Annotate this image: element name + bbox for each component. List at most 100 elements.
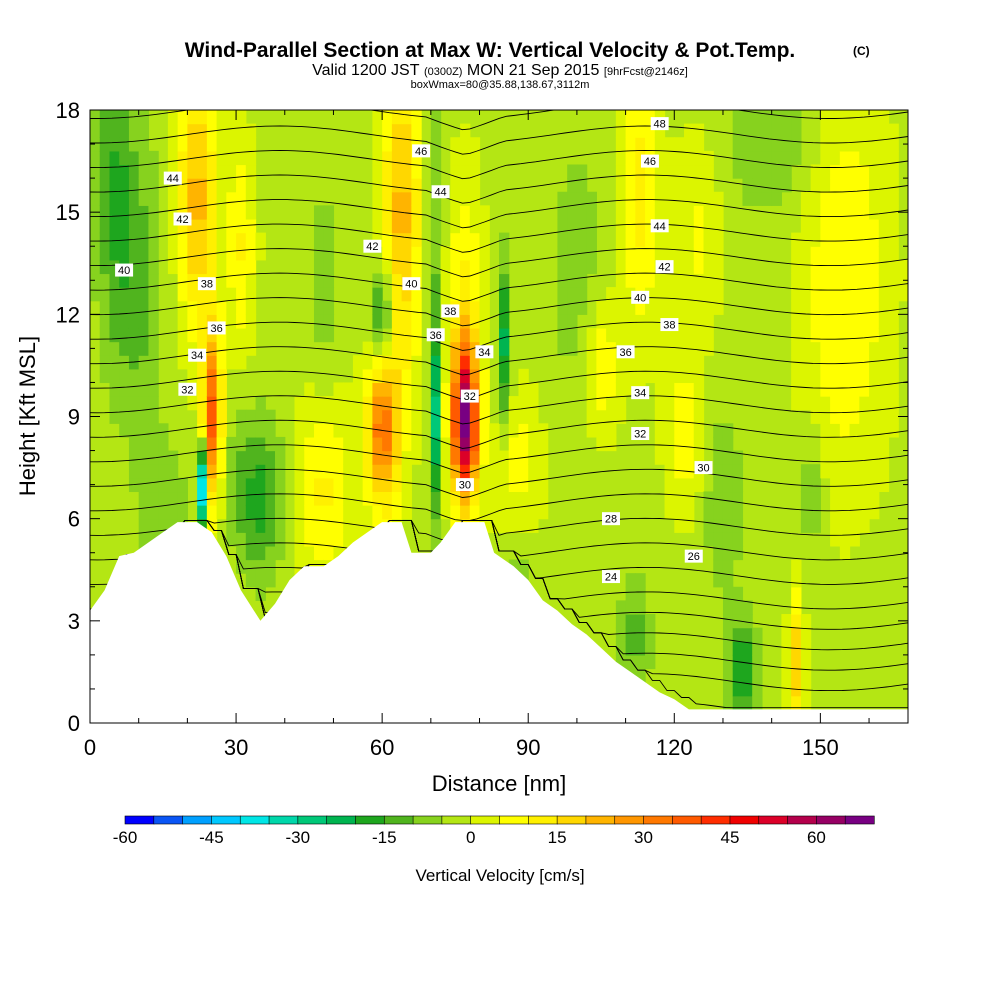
- velocity-cell: [177, 150, 188, 166]
- velocity-cell: [615, 259, 627, 275]
- velocity-cell: [372, 436, 383, 452]
- velocity-cell: [489, 423, 500, 438]
- velocity-cell: [800, 477, 812, 493]
- velocity-cell: [625, 205, 636, 220]
- velocity-cell: [138, 314, 150, 329]
- velocity-cell: [635, 341, 646, 356]
- velocity-cell: [693, 150, 705, 166]
- velocity-cell: [128, 273, 140, 288]
- velocity-cell: [810, 191, 821, 206]
- velocity-cell: [216, 341, 227, 356]
- velocity-cell: [625, 368, 636, 384]
- velocity-cell: [596, 423, 607, 438]
- velocity-cell: [615, 355, 627, 370]
- velocity-cell: [713, 491, 724, 506]
- velocity-cell: [245, 205, 257, 220]
- velocity-cell: [411, 191, 422, 206]
- velocity-cell: [830, 246, 841, 261]
- velocity-cell: [382, 314, 393, 329]
- velocity-cell: [372, 300, 383, 315]
- velocity-cell: [226, 110, 237, 125]
- velocity-cell: [742, 164, 753, 179]
- x-tick-label: 150: [802, 735, 839, 760]
- velocity-cell: [430, 436, 442, 452]
- velocity-cell: [810, 382, 821, 397]
- velocity-cell: [148, 314, 159, 329]
- velocity-cell: [752, 682, 763, 697]
- velocity-cell: [323, 327, 335, 343]
- velocity-cell: [382, 205, 393, 220]
- velocity-cell: [791, 246, 802, 261]
- velocity-cell: [216, 191, 227, 206]
- velocity-cell: [645, 641, 656, 656]
- velocity-cell: [684, 205, 695, 220]
- x-tick-label: 60: [370, 735, 394, 760]
- velocity-cell: [537, 450, 549, 465]
- velocity-cell: [508, 505, 520, 520]
- velocity-cell: [820, 164, 831, 179]
- velocity-cell: [869, 205, 880, 220]
- velocity-cell: [878, 327, 890, 343]
- velocity-cell: [167, 205, 179, 220]
- velocity-cell: [148, 341, 159, 356]
- velocity-cell: [450, 259, 461, 275]
- velocity-cell: [479, 382, 490, 397]
- velocity-cell: [138, 341, 150, 356]
- velocity-cell: [606, 396, 617, 411]
- velocity-cell: [177, 300, 188, 315]
- x-tick-label: 0: [84, 735, 96, 760]
- velocity-cell: [138, 123, 150, 138]
- velocity-cell: [537, 505, 549, 520]
- velocity-cell: [236, 246, 247, 261]
- velocity-cell: [761, 150, 773, 166]
- velocity-cell: [245, 218, 257, 234]
- velocity-cell: [664, 409, 675, 424]
- velocity-cell: [460, 300, 471, 315]
- velocity-cell: [187, 287, 198, 302]
- velocity-cell: [119, 382, 130, 397]
- velocity-cell: [197, 436, 208, 452]
- velocity-cell: [761, 164, 773, 179]
- velocity-cell: [713, 450, 724, 465]
- velocity-cell: [839, 491, 851, 506]
- velocity-cell: [119, 123, 130, 138]
- velocity-cell: [109, 382, 120, 397]
- velocity-cell: [693, 409, 705, 424]
- velocity-cell: [245, 137, 257, 152]
- velocity-cell: [684, 423, 695, 438]
- velocity-cell: [197, 150, 208, 166]
- velocity-cell: [265, 409, 276, 424]
- velocity-cell: [226, 314, 237, 329]
- velocity-cell: [430, 137, 442, 152]
- velocity-cell: [576, 232, 588, 247]
- velocity-cell: [606, 341, 617, 356]
- velocity-cell: [791, 627, 802, 642]
- velocity-cell: [430, 464, 442, 479]
- velocity-cell: [440, 341, 451, 356]
- velocity-cell: [615, 150, 627, 166]
- velocity-cell: [158, 491, 169, 506]
- velocity-cell: [869, 505, 880, 520]
- velocity-cell: [197, 505, 208, 520]
- velocity-cell: [460, 409, 471, 424]
- velocity-cell: [391, 178, 403, 193]
- velocity-cell: [352, 436, 364, 452]
- velocity-cell: [878, 150, 890, 166]
- velocity-cell: [625, 259, 636, 275]
- velocity-cell: [109, 137, 120, 152]
- velocity-cell: [343, 518, 354, 533]
- velocity-cell: [391, 436, 403, 452]
- velocity-cell: [372, 218, 383, 234]
- velocity-cell: [722, 491, 734, 506]
- velocity-cell: [138, 137, 150, 152]
- theta-label: 38: [201, 279, 213, 291]
- velocity-cell: [197, 355, 208, 370]
- velocity-cell: [460, 355, 471, 370]
- velocity-cell: [625, 300, 636, 315]
- velocity-cell: [99, 205, 111, 220]
- theta-label: 38: [663, 320, 675, 332]
- velocity-cell: [752, 123, 763, 138]
- velocity-cell: [411, 368, 422, 384]
- colorbar: -60 -45 -30 -15 0 15 30 45 60: [113, 815, 875, 847]
- velocity-cell: [469, 314, 481, 329]
